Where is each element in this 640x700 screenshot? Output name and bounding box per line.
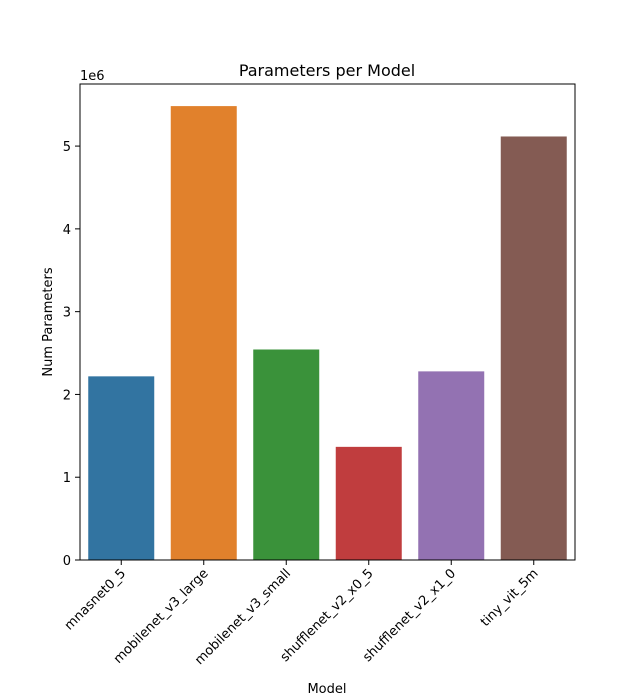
bar-mobilenet_v3_large — [170, 106, 237, 560]
plot-frame — [79, 83, 576, 561]
bar-shufflenet_v2_x1_0 — [418, 371, 485, 560]
x-tick-label: tiny_vit_5m — [478, 566, 542, 630]
x-tick-label: shufflenet_v2_x0_5 — [278, 566, 377, 665]
bar-mobilenet_v3_small — [253, 349, 320, 560]
y-tick-label: 0 — [63, 554, 71, 569]
y-axis-offset-label: 1e6 — [80, 69, 105, 84]
bar-tiny_vit_5m — [500, 136, 567, 561]
y-tick-label: 5 — [63, 140, 71, 155]
x-tick-label: mnasnet0_5 — [62, 566, 129, 633]
y-tick-label: 2 — [63, 388, 71, 403]
y-axis-label: Num Parameters — [41, 267, 56, 376]
x-tick-label: shufflenet_v2_x1_0 — [360, 566, 459, 665]
x-axis-ticks: mnasnet0_5mobilenet_v3_largemobilenet_v3… — [62, 560, 542, 668]
y-tick-label: 4 — [63, 223, 71, 238]
bar-mnasnet0_5 — [88, 376, 155, 560]
bars-layer — [88, 106, 567, 561]
x-tick-label: mobilenet_v3_large — [111, 566, 212, 667]
bar-shufflenet_v2_x0_5 — [335, 446, 402, 560]
chart-title: Parameters per Model — [239, 61, 415, 80]
x-axis-label: Model — [307, 682, 346, 697]
y-tick-label: 3 — [63, 306, 71, 321]
y-tick-label: 1 — [63, 471, 71, 486]
y-axis-ticks: 0 1 2 3 4 5 — [63, 140, 80, 569]
